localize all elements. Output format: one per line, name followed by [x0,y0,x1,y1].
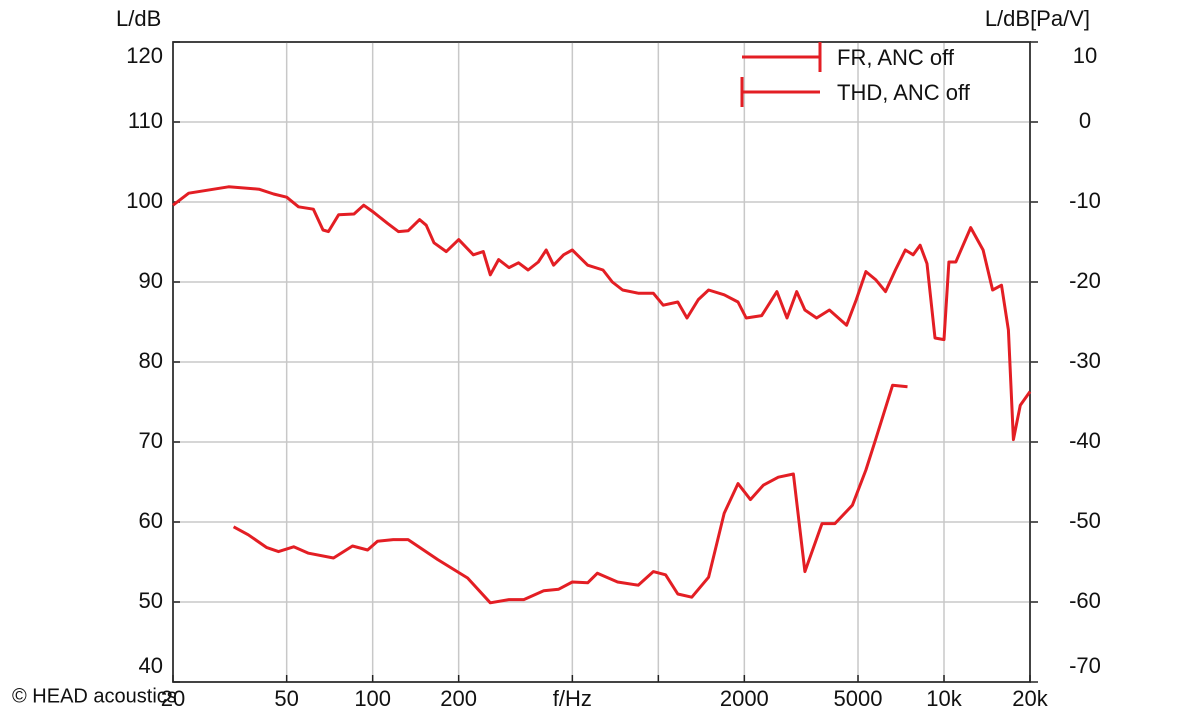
x-tick-label: 5000 [834,686,883,711]
y2-tick-label: -40 [1069,428,1101,453]
y2-tick-label: 10 [1073,43,1097,68]
series-line [232,383,908,605]
y-tick-label: 60 [139,508,163,533]
y-tick-label: 110 [128,108,163,133]
series-line [172,185,1032,442]
y2-tick-label: -70 [1069,653,1101,678]
legend-label: FR, ANC off [837,45,955,70]
watermark: © HEAD acoustics [12,685,177,707]
y-axis-label: L/dB [116,6,161,31]
y2-tick-label: -60 [1069,588,1101,613]
y2-tick-label: 0 [1079,108,1091,133]
y2-tick-label: -10 [1069,188,1101,213]
y2-axis-label: L/dB[Pa/V] [985,6,1090,31]
y2-tick-label: -20 [1069,268,1101,293]
x-tick-label: 20k [1012,686,1048,711]
x-tick-label: 50 [274,686,298,711]
x-tick-label: f/Hz [553,686,592,711]
y-tick-label: 90 [139,268,163,293]
y2-tick-label: -50 [1069,508,1101,533]
y-tick-label: 40 [139,653,163,678]
x-tick-label: 200 [440,686,477,711]
plot-frame [172,41,1031,683]
x-tick-label: 2000 [720,686,769,711]
y-tick-label: 80 [139,348,163,373]
x-tick-label: 100 [354,686,391,711]
y-tick-label: 100 [126,188,163,213]
y-tick-label: 120 [126,43,163,68]
y2-tick-label: -30 [1069,348,1101,373]
plot: 405060708090100110120-70-60-50-40-30-20-… [126,41,1101,711]
y-tick-label: 70 [139,428,163,453]
x-tick-label: 20 [161,686,185,711]
x-tick-label: 10k [926,686,962,711]
y-tick-label: 50 [139,588,163,613]
legend-label: THD, ANC off [837,80,971,105]
